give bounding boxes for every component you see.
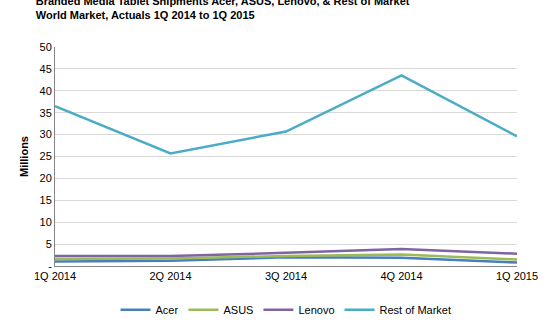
svg-text:40: 40: [40, 85, 52, 97]
svg-text:50: 50: [40, 41, 52, 53]
svg-text:Acer: Acer: [156, 304, 179, 316]
svg-text:5: 5: [46, 238, 52, 250]
svg-text:Lenovo: Lenovo: [298, 304, 334, 316]
svg-text:Rest of Market: Rest of Market: [380, 304, 452, 316]
svg-text:30: 30: [40, 128, 52, 140]
svg-text:35: 35: [40, 107, 52, 119]
svg-text:25: 25: [40, 150, 52, 162]
svg-text:4Q 2014: 4Q 2014: [380, 270, 422, 282]
svg-text:1Q 2014: 1Q 2014: [34, 270, 76, 282]
svg-text:Millions: Millions: [18, 136, 30, 177]
svg-text:2Q 2014: 2Q 2014: [149, 270, 191, 282]
svg-text:10: 10: [40, 216, 52, 228]
svg-text:45: 45: [40, 63, 52, 75]
svg-text:Branded Media Tablet Shipments: Branded Media Tablet Shipments Acer, ASU…: [36, 0, 410, 21]
svg-text:3Q 2014: 3Q 2014: [265, 270, 307, 282]
svg-text:1Q 2015: 1Q 2015: [496, 270, 538, 282]
svg-text:20: 20: [40, 172, 52, 184]
svg-text:ASUS: ASUS: [223, 304, 253, 316]
svg-text:-: -: [48, 260, 52, 272]
svg-text:15: 15: [40, 194, 52, 206]
